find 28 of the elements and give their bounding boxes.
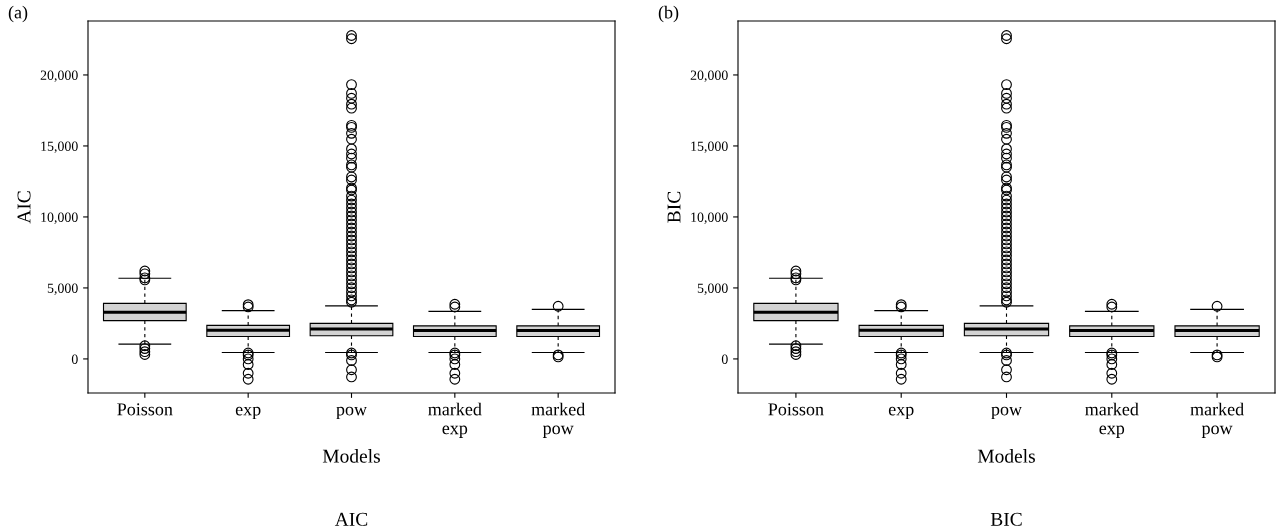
x-tick-label: pow bbox=[991, 406, 1022, 420]
y-tick-label: 15,000 bbox=[41, 141, 78, 153]
y-tick-label: 20,000 bbox=[40, 70, 78, 82]
x-axis-title: Models bbox=[977, 449, 1035, 463]
y-axis-title: AIC bbox=[17, 191, 31, 224]
x-tick-label: marked pow bbox=[1190, 402, 1244, 438]
text: BIC bbox=[990, 512, 1022, 526]
x-tick-label: Poisson bbox=[768, 403, 824, 416]
x-axis-title: Models bbox=[322, 449, 380, 463]
x-tick-label: marked exp bbox=[1085, 402, 1139, 438]
x-tick-label: pow bbox=[336, 406, 367, 420]
x-tick-label: exp bbox=[235, 406, 261, 420]
x-tick-label: exp bbox=[888, 406, 914, 420]
chart-title: (a) bbox=[8, 5, 28, 23]
x-tick-label: marked exp bbox=[428, 402, 482, 438]
y-tick-label: 5,000 bbox=[697, 283, 728, 295]
y-axis-title: BIC bbox=[667, 191, 681, 223]
y-tick-label: 10,000 bbox=[691, 212, 728, 224]
chart-title: (b) bbox=[658, 5, 679, 23]
y-tick-label: 10,000 bbox=[41, 212, 78, 224]
y-tick-label: 0 bbox=[71, 354, 78, 364]
y-tick-label: 0 bbox=[721, 354, 728, 364]
y-tick-label: 20,000 bbox=[690, 70, 728, 82]
text: AIC bbox=[334, 512, 368, 526]
y-tick-label: 5,000 bbox=[47, 283, 78, 295]
y-tick-label: 15,000 bbox=[691, 141, 728, 153]
x-tick-label: Poisson bbox=[117, 403, 173, 416]
x-tick-label: marked pow bbox=[531, 402, 586, 438]
